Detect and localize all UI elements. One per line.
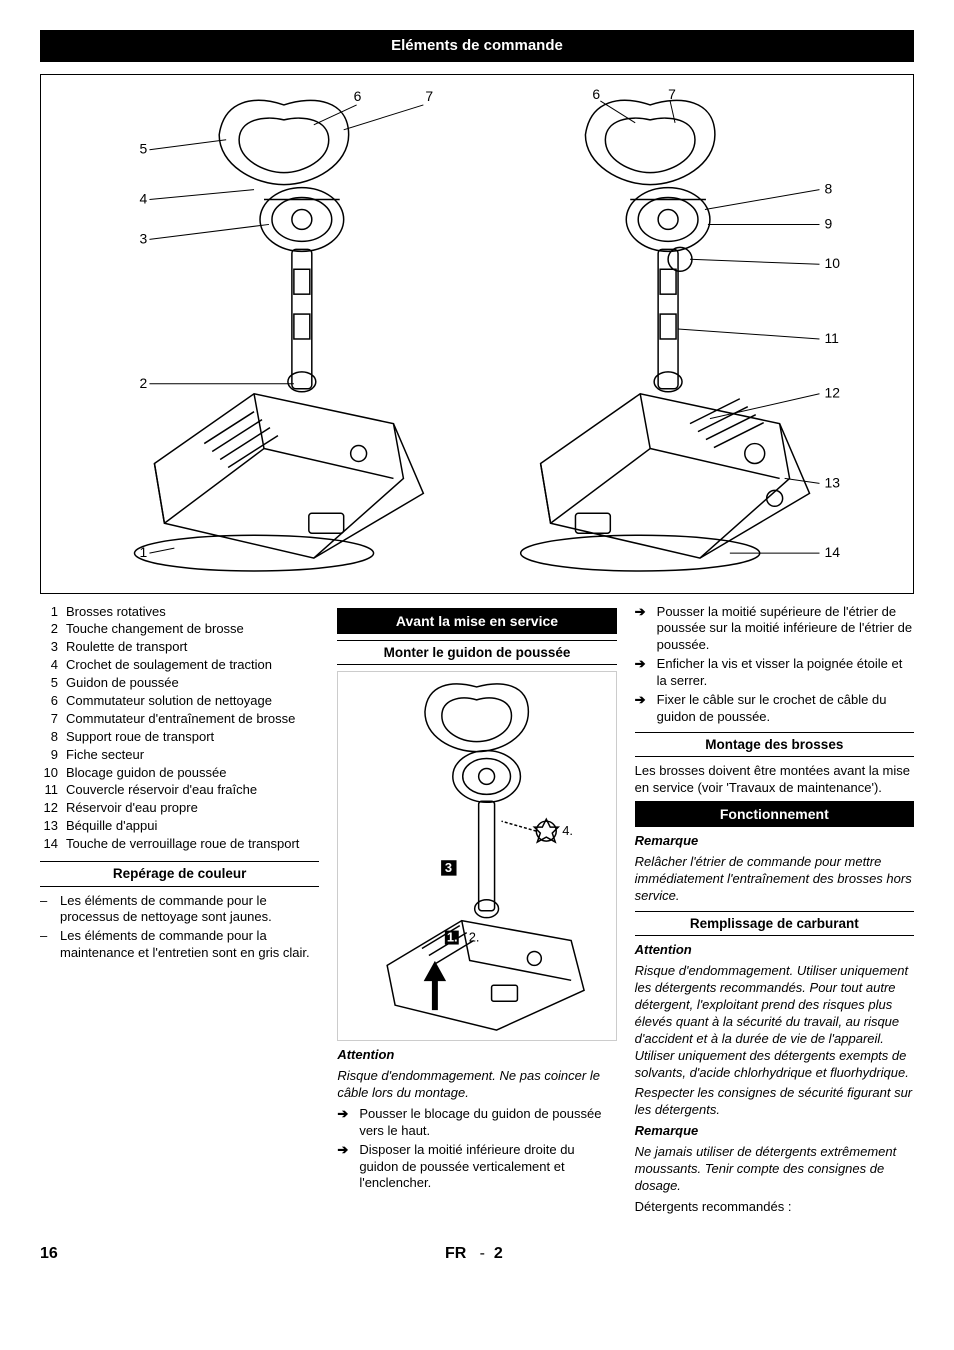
part-item: 14Touche de verrouillage roue de transpo…	[40, 836, 319, 853]
svg-text:5: 5	[140, 140, 148, 156]
subheading-monter: Monter le guidon de poussée	[337, 640, 616, 666]
subheading-reperage: Repérage de couleur	[40, 861, 319, 887]
svg-text:14: 14	[824, 544, 840, 560]
part-item: 6Commutateur solution de nettoyage	[40, 693, 319, 710]
svg-text:12: 12	[824, 384, 840, 400]
machine-diagram-right-svg: 6 7 8 9 10 11 12 13 14	[477, 85, 903, 583]
svg-text:8: 8	[824, 180, 832, 196]
mounting-diagram: 3 4. 1. 2.	[337, 671, 616, 1041]
svg-text:2.: 2.	[469, 930, 480, 945]
list-item: Pousser le blocage du guidon de poussée …	[337, 1106, 616, 1140]
monter-steps-2: Pousser la moitié supérieure de l'étrier…	[635, 604, 914, 726]
svg-text:6: 6	[592, 85, 600, 101]
remarque-label: Remarque	[635, 833, 914, 850]
remarque-label-2: Remarque	[635, 1123, 914, 1140]
part-item: 8Support roue de transport	[40, 729, 319, 746]
svg-text:10: 10	[824, 255, 840, 271]
list-item: Fixer le câble sur le crochet de câble d…	[635, 692, 914, 726]
part-item: 2Touche changement de brosse	[40, 621, 319, 638]
detergents-line: Détergents recommandés :	[635, 1199, 914, 1216]
parts-list: 1Brosses rotatives 2Touche changement de…	[40, 604, 319, 853]
machine-diagram-left-svg: 1 2 3 4 5 6 7	[51, 85, 477, 583]
diagram-right: 6 7 8 9 10 11 12 13 14	[477, 85, 903, 583]
mounting-diagram-svg: 3 4. 1. 2.	[338, 672, 615, 1040]
list-item: Pousser la moitié supérieure de l'étrier…	[635, 604, 914, 655]
main-diagram-container: 1 2 3 4 5 6 7	[40, 74, 914, 594]
attention-label: Attention	[337, 1047, 616, 1064]
svg-text:13: 13	[824, 474, 840, 490]
svg-text:4: 4	[140, 190, 148, 206]
page-footer: 16 FR - 2	[40, 1244, 914, 1265]
section-banner-avant: Avant la mise en service	[337, 608, 616, 634]
diagram-left: 1 2 3 4 5 6 7	[51, 85, 477, 583]
attention-text: Risque d'endommagement. Ne pas coincer l…	[337, 1068, 616, 1102]
list-item: Disposer la moitié inférieure droite du …	[337, 1142, 616, 1193]
list-item: Les éléments de commande pour le process…	[40, 893, 319, 927]
section-banner-elements: Eléments de commande	[40, 30, 914, 62]
part-item: 5Guidon de poussée	[40, 675, 319, 692]
svg-text:9: 9	[824, 215, 832, 231]
svg-text:6: 6	[354, 87, 362, 103]
content-columns: 1Brosses rotatives 2Touche changement de…	[40, 604, 914, 1220]
svg-text:11: 11	[824, 329, 839, 345]
svg-text:7: 7	[425, 87, 433, 103]
part-item: 4Crochet de soulagement de traction	[40, 657, 319, 674]
part-item: 11Couvercle réservoir d'eau fraîche	[40, 782, 319, 799]
attention-text-2b: Respecter les consignes de sécurité figu…	[635, 1085, 914, 1119]
svg-text:3: 3	[140, 230, 148, 246]
reperage-list: Les éléments de commande pour le process…	[40, 893, 319, 963]
list-item: Enficher la vis et visser la poignée éto…	[635, 656, 914, 690]
svg-text:1.: 1.	[447, 930, 458, 945]
remarque-text-2: Ne jamais utiliser de détergents extrême…	[635, 1144, 914, 1195]
subheading-remplissage: Remplissage de carburant	[635, 911, 914, 937]
monter-steps: Pousser le blocage du guidon de poussée …	[337, 1106, 616, 1192]
column-2: Avant la mise en service Monter le guido…	[337, 604, 616, 1220]
svg-text:3: 3	[445, 860, 452, 875]
remarque-text: Relâcher l'étrier de commande pour mettr…	[635, 854, 914, 905]
attention-text-2: Risque d'endommagement. Utiliser uniquem…	[635, 963, 914, 1081]
svg-text:4.: 4.	[563, 823, 574, 838]
part-item: 1Brosses rotatives	[40, 604, 319, 621]
attention-label-2: Attention	[635, 942, 914, 959]
part-item: 9Fiche secteur	[40, 747, 319, 764]
svg-text:2: 2	[140, 374, 148, 390]
part-item: 7Commutateur d'entraînement de brosse	[40, 711, 319, 728]
column-1: 1Brosses rotatives 2Touche changement de…	[40, 604, 319, 1220]
part-item: 3Roulette de transport	[40, 639, 319, 656]
part-item: 10Blocage guidon de poussée	[40, 765, 319, 782]
montage-brosses-text: Les brosses doivent être montées avant l…	[635, 763, 914, 797]
svg-text:7: 7	[668, 85, 676, 101]
part-item: 12Réservoir d'eau propre	[40, 800, 319, 817]
part-item: 13Béquille d'appui	[40, 818, 319, 835]
column-3: Pousser la moitié supérieure de l'étrier…	[635, 604, 914, 1220]
section-banner-fonctionnement: Fonctionnement	[635, 801, 914, 827]
subheading-montage-brosses: Montage des brosses	[635, 732, 914, 758]
svg-text:1: 1	[140, 544, 148, 560]
list-item: Les éléments de commande pour la mainten…	[40, 928, 319, 962]
footer-page-left: 16	[40, 1244, 58, 1265]
footer-center: FR - 2	[58, 1244, 890, 1265]
